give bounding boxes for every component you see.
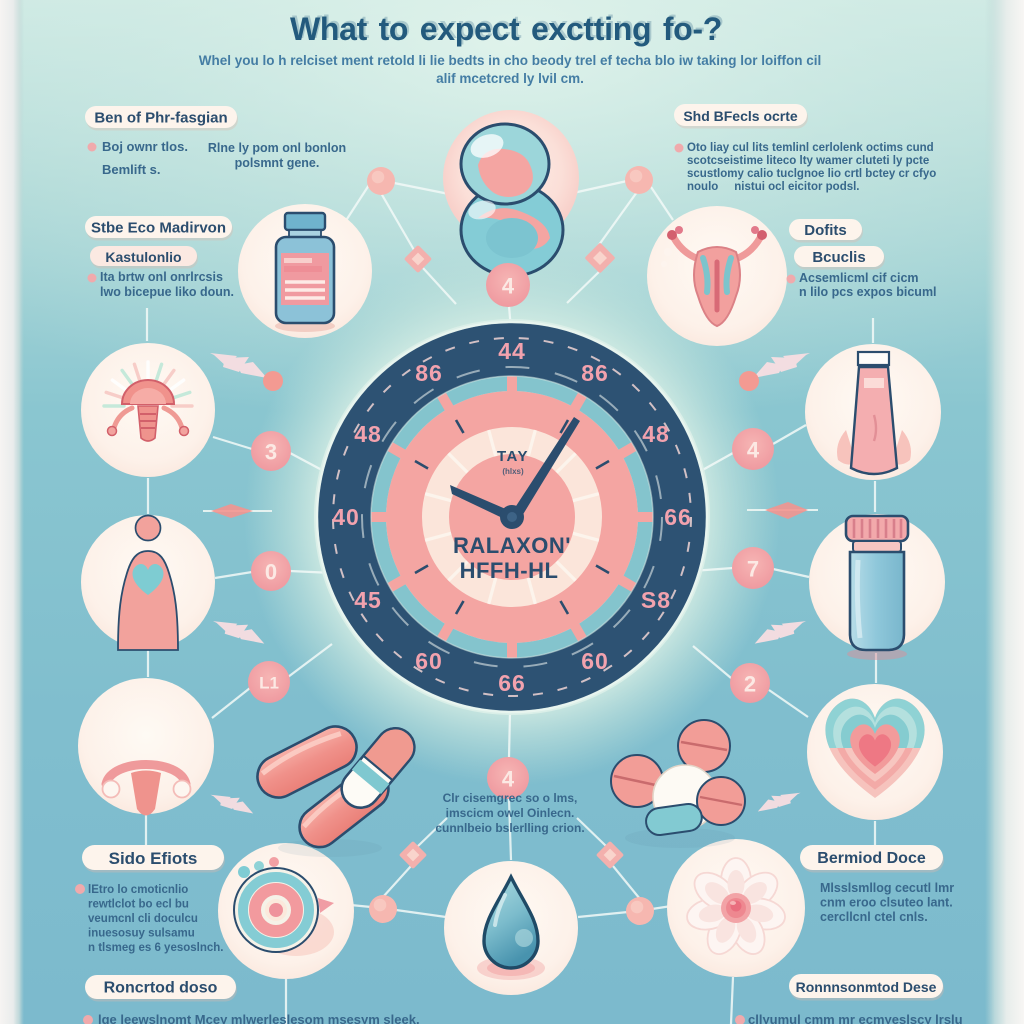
svg-text:Whel you lo h relciset ment re: Whel you lo h relciset ment retold li li… [199, 53, 822, 68]
svg-text:Acsemlicml cif cicm: Acsemlicml cif cicm [799, 271, 919, 285]
svg-text:scotcseistime liteco lty wamer: scotcseistime liteco lty wamer cluteti l… [687, 155, 929, 167]
svg-text:L1: L1 [259, 674, 279, 693]
svg-text:86: 86 [415, 360, 443, 386]
svg-text:4: 4 [502, 274, 515, 299]
svg-text:RALAXON': RALAXON' [453, 533, 571, 558]
svg-text:48: 48 [642, 421, 670, 447]
svg-text:3: 3 [265, 440, 277, 465]
svg-text:Rlne ly pom onl bonlon: Rlne ly pom onl bonlon [208, 141, 346, 155]
svg-text:Ita brtw onl onrlrcsis: Ita brtw onl onrlrcsis [100, 270, 223, 284]
svg-text:Clr cisemgrec so o lms,: Clr cisemgrec so o lms, [443, 791, 578, 805]
svg-text:scustlomy calio tuclgnoe lio c: scustlomy calio tuclgnoe lio crtl bctey … [687, 168, 936, 180]
svg-text:Kastulonlio: Kastulonlio [105, 249, 181, 265]
svg-text:S8: S8 [641, 587, 671, 613]
svg-text:What to expect exctting fo-?: What to expect exctting fo-? [292, 9, 724, 45]
svg-text:60: 60 [581, 648, 609, 674]
svg-text:(hlxs): (hlxs) [502, 467, 524, 476]
svg-text:Sido Efiots: Sido Efiots [109, 849, 198, 868]
svg-text:48: 48 [354, 421, 382, 447]
svg-text:45: 45 [354, 587, 382, 613]
svg-text:4: 4 [747, 438, 760, 463]
svg-text:What to expect exctting fo-?: What to expect exctting fo-? [290, 11, 722, 47]
svg-text:cnm eroo clsuteo lant.: cnm eroo clsuteo lant. [820, 896, 953, 910]
svg-text:cllyumul cmm mr ecmyeslscy lrs: cllyumul cmm mr ecmyeslscy lrslu [748, 1012, 963, 1024]
svg-text:noulo nistui ocl eicitor p: noulo nistui ocl eicitor podsl. [687, 181, 860, 193]
svg-text:Shd BFecls ocrte: Shd BFecls ocrte [683, 108, 798, 124]
svg-text:66: 66 [498, 670, 526, 696]
svg-text:86: 86 [581, 360, 609, 386]
svg-text:TAY: TAY [497, 448, 529, 465]
svg-text:Bemlift s.: Bemlift s. [102, 162, 161, 177]
svg-text:Oto liay cul lits temlinl cerl: Oto liay cul lits temlinl cerlolenk octi… [687, 142, 934, 154]
svg-text:lge leewslnomt Mcey mlwerlesle: lge leewslnomt Mcey mlwerleslesom msesym… [98, 1012, 420, 1024]
svg-text:lEtro lo cmoticnlio: lEtro lo cmoticnlio [88, 884, 188, 896]
svg-text:Ronnnsonmtod Dese: Ronnnsonmtod Dese [796, 979, 937, 995]
svg-text:lwo bicepue liko doun.: lwo bicepue liko doun. [100, 285, 234, 299]
svg-text:40: 40 [332, 504, 360, 530]
svg-text:n lilo pcs expos bicuml: n lilo pcs expos bicuml [799, 285, 937, 299]
svg-text:7: 7 [747, 557, 759, 582]
svg-text:44: 44 [498, 338, 526, 364]
svg-text:Bcuclis: Bcuclis [812, 249, 865, 266]
svg-text:cercllcnl ctel cnls.: cercllcnl ctel cnls. [820, 910, 928, 924]
svg-text:66: 66 [664, 504, 692, 530]
svg-text:4: 4 [502, 767, 515, 792]
svg-text:Mlsslsmllog cecutl lmr: Mlsslsmllog cecutl lmr [820, 881, 954, 895]
svg-text:Roncrtod doso: Roncrtod doso [104, 980, 218, 997]
svg-text:Ben of Phr-fasgian: Ben of Phr-fasgian [94, 110, 227, 127]
svg-text:0: 0 [265, 560, 277, 585]
svg-text:cunnlbeio bslerlling crion.: cunnlbeio bslerlling crion. [435, 821, 584, 835]
svg-text:60: 60 [415, 648, 443, 674]
svg-text:rewtlclot bo ecl bu: rewtlclot bo ecl bu [88, 899, 189, 911]
svg-text:inuesosuy sulsamu: inuesosuy sulsamu [88, 928, 195, 940]
svg-text:alif mcetcred ly lvil cm.: alif mcetcred ly lvil cm. [436, 71, 584, 86]
svg-text:polsmnt gene.: polsmnt gene. [235, 156, 320, 170]
svg-text:Boj ownr tlos.: Boj ownr tlos. [102, 139, 188, 154]
svg-text:Dofits: Dofits [804, 222, 847, 239]
svg-text:veumcnl cli doculcu: veumcnl cli doculcu [88, 913, 198, 925]
svg-text:2: 2 [744, 672, 756, 697]
svg-text:Bermiod Doce: Bermiod Doce [817, 850, 926, 867]
svg-text:n tlsmeg es 6 yesoslnch.: n tlsmeg es 6 yesoslnch. [88, 942, 224, 954]
svg-text:Stbe Eco Madirvon: Stbe Eco Madirvon [91, 220, 226, 237]
svg-text:imscicm owel Oinlecn.: imscicm owel Oinlecn. [446, 806, 575, 820]
svg-text:HFFH-HL: HFFH-HL [460, 558, 559, 583]
